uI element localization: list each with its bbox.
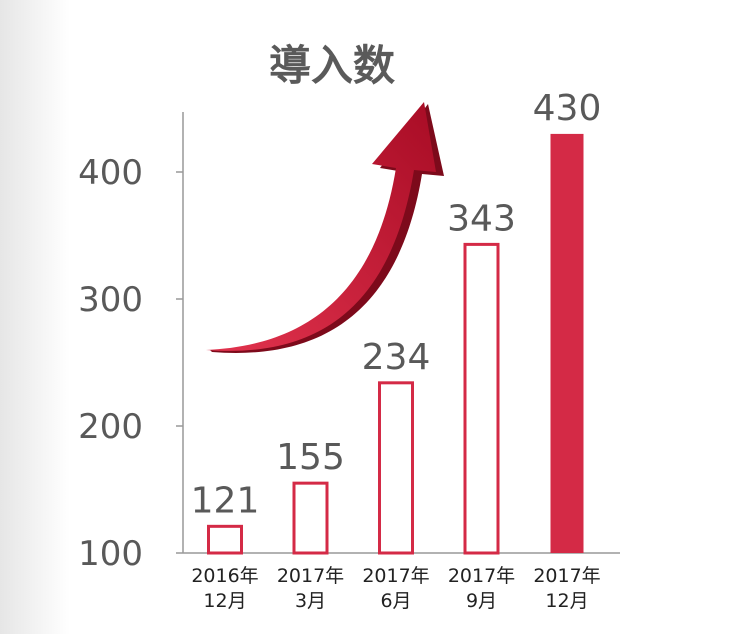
- x-category-label: 2017年: [448, 565, 515, 587]
- x-category-label: 3月: [295, 590, 326, 612]
- bar-value-label: 343: [447, 198, 516, 239]
- y-tick-label: 100: [78, 534, 143, 574]
- x-category-label: 2017年: [533, 565, 600, 587]
- bar: [207, 524, 243, 555]
- x-category-label: 12月: [545, 590, 588, 612]
- x-category-label: 12月: [203, 590, 246, 612]
- category-labels: 2016年 12月 2017年 3月 2017年 6月 2017年 9月 2017年 12月: [191, 565, 600, 612]
- y-tick-label: 400: [78, 153, 143, 193]
- growth-arrow-body: [206, 102, 436, 351]
- bar: [292, 481, 329, 555]
- x-category-label: 6月: [380, 590, 411, 612]
- background-shade: [0, 0, 70, 634]
- bar-value-label: 430: [533, 88, 602, 129]
- bars-group: [207, 133, 584, 555]
- y-tick-label: 200: [78, 407, 143, 447]
- x-category-label: 9月: [466, 590, 497, 612]
- x-category-label: 2016年: [191, 565, 258, 587]
- x-category-label: 2017年: [277, 565, 344, 587]
- bar-value-label: 234: [362, 337, 431, 378]
- value-labels: 121 155 234 343 430: [191, 88, 602, 521]
- bar-value-label: 155: [276, 437, 345, 478]
- bar: [550, 133, 584, 553]
- bar-value-label: 121: [191, 480, 260, 521]
- bar: [463, 242, 500, 555]
- y-tick-label: 300: [78, 280, 143, 320]
- growth-arrow-icon: [206, 102, 444, 353]
- bar: [378, 381, 414, 555]
- x-category-label: 2017年: [362, 565, 429, 587]
- y-tick-labels: 100 200 300 400: [78, 153, 183, 574]
- chart-title: 導入数: [269, 41, 395, 90]
